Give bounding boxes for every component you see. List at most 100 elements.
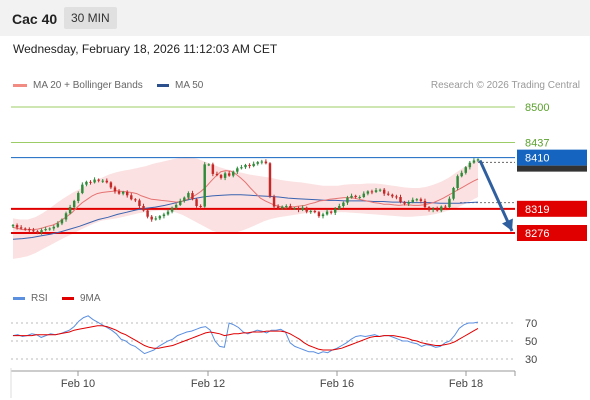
candle-body	[272, 196, 276, 207]
candle-body	[309, 211, 312, 213]
candle-body	[305, 207, 308, 212]
candle-body	[370, 191, 374, 193]
candle-body	[117, 191, 121, 194]
candle-body	[166, 211, 170, 215]
legend-9ma-label: 9MA	[80, 293, 101, 304]
candle-body	[60, 219, 64, 224]
candle-body	[431, 208, 435, 210]
candle-body	[289, 206, 292, 209]
candle-body	[346, 197, 349, 203]
level-tag-8276	[517, 225, 587, 241]
legend-ma20-label: MA 20 + Bollinger Bands	[33, 80, 143, 91]
candle-body	[24, 228, 27, 230]
candle-body	[415, 199, 419, 201]
credit-label: Research © 2026 Trading Central	[430, 80, 580, 91]
candle-body	[378, 189, 382, 191]
candle-body	[211, 164, 215, 174]
candle-body	[444, 206, 447, 208]
candle-body	[142, 206, 145, 211]
candle-body	[52, 226, 56, 229]
ma20-swatch-icon	[13, 83, 27, 87]
candle-body	[329, 211, 333, 213]
candle-body	[174, 204, 178, 208]
candle-body	[89, 181, 92, 183]
rsi-9ma-line	[13, 325, 479, 351]
candle-body	[109, 182, 113, 188]
candle-body	[105, 180, 109, 183]
legend-rsi: RSI	[13, 293, 48, 304]
candle-body	[285, 206, 288, 207]
legend-ma50-label: MA 50	[175, 80, 204, 91]
candle-body	[395, 196, 398, 198]
candle-body	[440, 206, 443, 211]
candle-body	[435, 208, 439, 211]
candle-body	[464, 167, 467, 173]
candle-body	[223, 173, 227, 178]
candle-body	[403, 202, 406, 204]
level-tag-8319	[517, 200, 587, 217]
9ma-swatch-icon	[62, 296, 74, 300]
candle-body	[260, 161, 264, 163]
candle-body	[276, 206, 280, 209]
candle-body	[68, 207, 72, 214]
rsi-tick-70: 70	[525, 318, 537, 330]
candle-body	[11, 225, 15, 227]
candle-body	[138, 200, 141, 206]
candle-body	[407, 202, 410, 204]
candle-body	[195, 199, 198, 206]
candle-body	[207, 164, 211, 166]
candle-body	[236, 168, 239, 172]
legend-rsi-label: RSI	[31, 293, 48, 304]
candle-body	[93, 179, 96, 183]
candle-body	[15, 225, 19, 228]
candle-body	[391, 194, 394, 197]
forecast-arrow-icon	[502, 218, 513, 231]
candle-body	[460, 172, 463, 177]
candle-body	[297, 208, 300, 210]
level-label-8410: 8410	[525, 153, 549, 165]
candle-body	[268, 163, 272, 197]
candle-body	[203, 164, 206, 207]
candle-body	[321, 214, 325, 217]
candle-body	[215, 173, 219, 176]
instrument-title: Cac 40	[12, 11, 58, 27]
candle-body	[252, 163, 255, 167]
candle-body	[134, 199, 137, 201]
candle-body	[387, 193, 390, 195]
x-tick-label: Feb 12	[191, 378, 225, 390]
level-tag-8410	[517, 149, 587, 166]
candle-body	[125, 191, 129, 196]
candle-body	[358, 197, 361, 198]
candle-body	[101, 180, 104, 182]
legend-9ma: 9MA	[62, 293, 101, 304]
candle-body	[354, 195, 357, 197]
candle-body	[468, 162, 472, 168]
candle-body	[313, 211, 317, 213]
candle-body	[427, 207, 431, 210]
candle-body	[72, 200, 76, 208]
candle-body	[317, 212, 321, 217]
candle-body	[456, 176, 459, 188]
rsi-swatch-icon	[13, 296, 25, 300]
candle-body	[399, 197, 402, 203]
candle-body	[301, 207, 304, 210]
candle-body	[256, 162, 259, 164]
candle-body	[423, 200, 427, 208]
interval-button[interactable]: 30 MIN	[64, 7, 117, 29]
candle-body	[382, 189, 386, 194]
candle-body	[36, 231, 39, 233]
candle-body	[187, 193, 190, 198]
candle-body	[248, 164, 251, 167]
candle-body	[476, 159, 480, 161]
candle-body	[32, 230, 35, 232]
candle-body	[232, 171, 235, 176]
candle-body	[264, 161, 268, 164]
ma50-swatch-icon	[157, 83, 169, 87]
rsi-tick-30: 30	[525, 354, 537, 366]
candle-body	[150, 216, 153, 220]
candle-body	[227, 173, 231, 176]
candle-body	[472, 160, 476, 163]
ma20-line	[12, 170, 479, 231]
candle-body	[130, 195, 133, 200]
